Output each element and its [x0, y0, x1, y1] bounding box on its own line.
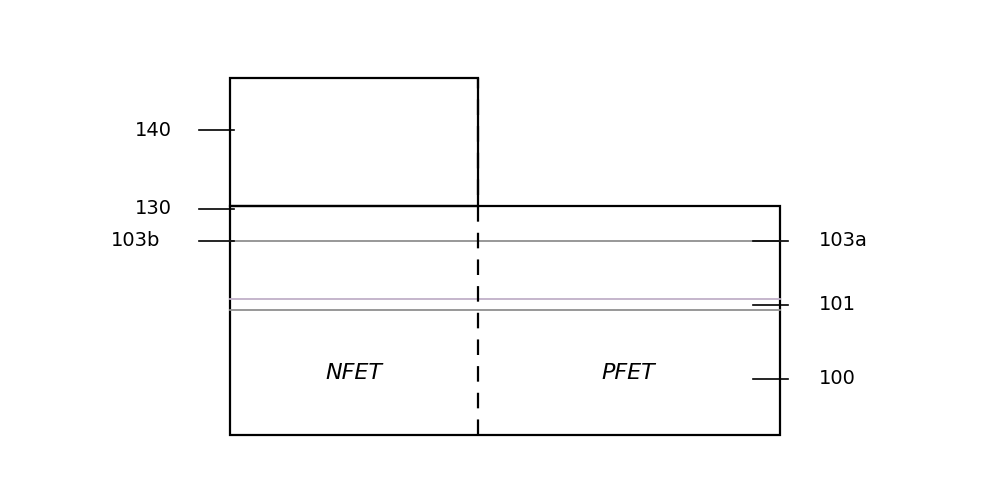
- Text: 103a: 103a: [819, 231, 868, 250]
- Bar: [230, 78, 478, 206]
- Text: 101: 101: [819, 295, 856, 314]
- Text: 130: 130: [134, 199, 172, 218]
- Text: NFET: NFET: [325, 363, 382, 383]
- Text: 140: 140: [134, 121, 172, 140]
- Bar: [230, 206, 780, 435]
- Text: 103b: 103b: [110, 231, 160, 250]
- Text: 100: 100: [819, 369, 856, 388]
- Text: PFET: PFET: [602, 363, 656, 383]
